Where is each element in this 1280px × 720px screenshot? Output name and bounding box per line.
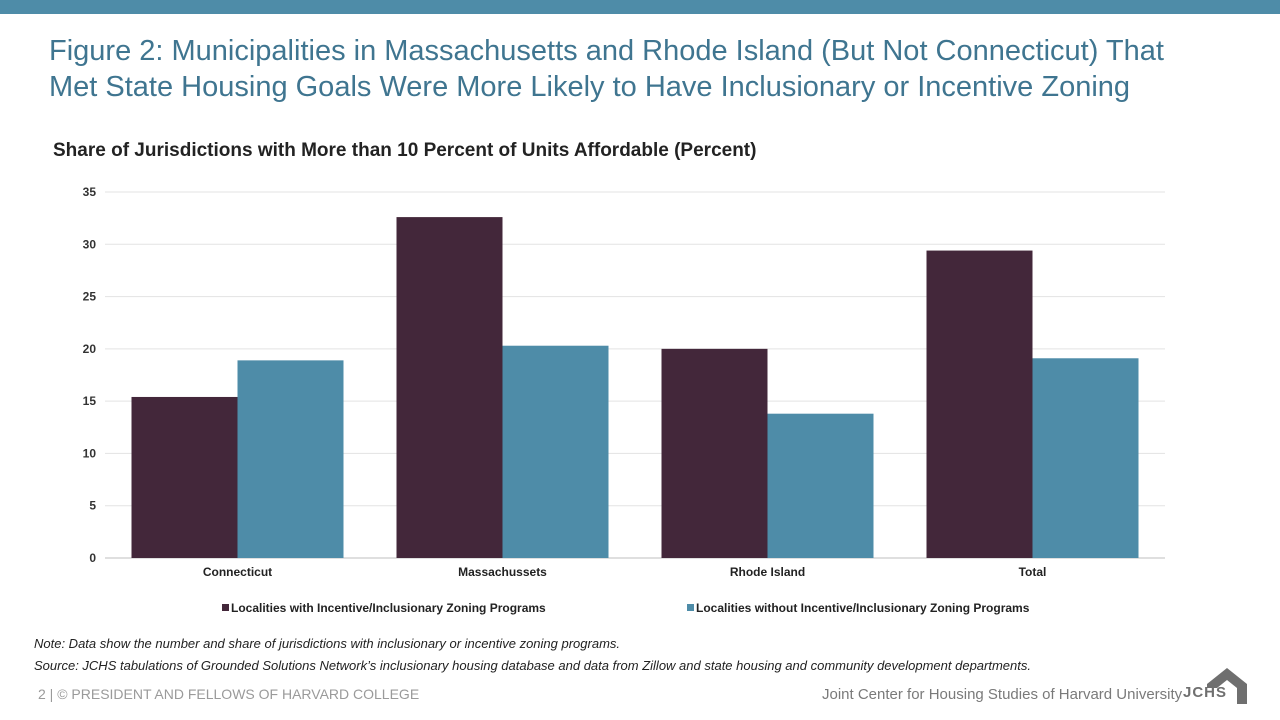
legend-swatch bbox=[687, 604, 694, 611]
bar-chart: 0 5 10 15 20 25 30 35 Connecticut Massachussets Rh… bbox=[83, 185, 1165, 615]
y-tick-label: 35 bbox=[83, 185, 97, 199]
jchs-logo: JCHS bbox=[1183, 664, 1247, 704]
bar bbox=[767, 413, 874, 558]
x-tick-label: Massachussets bbox=[458, 565, 547, 579]
note-text: Note: Data show the number and share of … bbox=[34, 636, 621, 651]
slide-title-line-1: Figure 2: Municipalities in Massachusett… bbox=[49, 35, 1164, 67]
legend-label: Localities without Incentive/Inclusionar… bbox=[696, 601, 1030, 615]
source-text: Source: JCHS tabulations of Grounded Sol… bbox=[34, 658, 1031, 673]
y-tick-label: 25 bbox=[83, 290, 97, 304]
bar bbox=[131, 396, 238, 558]
notes: Note: Data show the number and share of … bbox=[34, 633, 1254, 677]
y-tick-label: 15 bbox=[83, 394, 97, 408]
x-tick-label: Connecticut bbox=[203, 565, 272, 579]
logo-text: JCHS bbox=[1183, 684, 1228, 701]
x-tick-label: Total bbox=[1019, 565, 1047, 579]
bar bbox=[502, 345, 609, 558]
x-tick-label: Rhode Island bbox=[730, 565, 805, 579]
footer-organization: Joint Center for Housing Studies of Harv… bbox=[822, 686, 1183, 703]
bar bbox=[926, 250, 1033, 558]
footer-copyright: 2 | © PRESIDENT AND FELLOWS OF HARVARD C… bbox=[38, 686, 420, 702]
bar bbox=[396, 217, 503, 558]
y-tick-label: 0 bbox=[89, 551, 96, 565]
y-tick-label: 20 bbox=[83, 342, 97, 356]
y-tick-label: 5 bbox=[89, 499, 96, 513]
y-tick-label: 30 bbox=[83, 237, 97, 251]
bar bbox=[661, 348, 768, 558]
bar bbox=[1032, 358, 1139, 558]
top-accent-bar bbox=[0, 0, 1280, 14]
y-tick-label: 10 bbox=[83, 446, 97, 460]
slide-title: Figure 2: Municipalities in Massachusett… bbox=[49, 33, 1249, 105]
bar bbox=[237, 360, 344, 558]
house-logo-icon bbox=[1207, 668, 1247, 704]
legend-swatch bbox=[222, 604, 229, 611]
chart-title: Share of Jurisdictions with More than 10… bbox=[53, 140, 757, 161]
slide-title-line-2: Met State Housing Goals Were More Likely… bbox=[49, 71, 1131, 103]
legend-label: Localities with Incentive/Inclusionary Z… bbox=[231, 601, 546, 615]
